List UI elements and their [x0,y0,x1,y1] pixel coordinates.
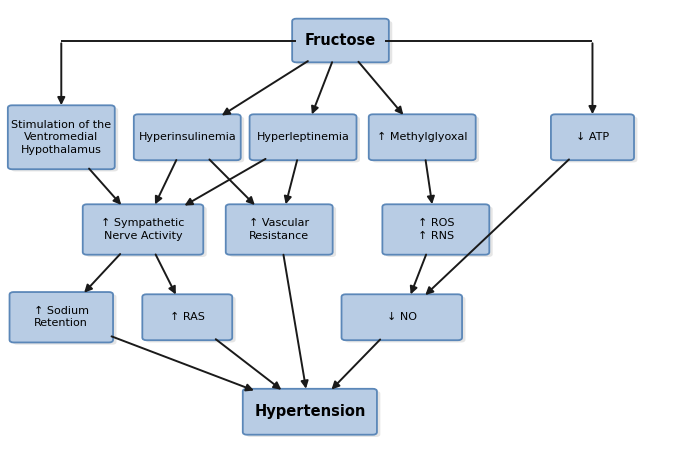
Text: ↑ Methylglyoxal: ↑ Methylglyoxal [377,132,467,142]
FancyBboxPatch shape [225,204,332,255]
Text: ↑ Sodium
Retention: ↑ Sodium Retention [34,306,89,328]
Text: ↑ ROS
↑ RNS: ↑ ROS ↑ RNS [417,218,454,241]
FancyBboxPatch shape [11,108,118,171]
FancyBboxPatch shape [296,21,392,64]
FancyBboxPatch shape [243,389,377,435]
Text: ↓ ATP: ↓ ATP [576,132,609,142]
FancyBboxPatch shape [142,294,232,340]
Text: ↓ NO: ↓ NO [387,312,417,322]
FancyBboxPatch shape [385,207,493,257]
FancyBboxPatch shape [249,114,357,160]
Text: ↑ RAS: ↑ RAS [170,312,205,322]
FancyBboxPatch shape [551,114,634,160]
Text: Fructose: Fructose [305,33,376,48]
FancyBboxPatch shape [292,18,389,62]
FancyBboxPatch shape [10,292,113,342]
FancyBboxPatch shape [133,114,241,160]
FancyBboxPatch shape [372,117,479,162]
Text: Hyperleptinemia: Hyperleptinemia [257,132,349,142]
Text: ↑ Sympathetic
Nerve Activity: ↑ Sympathetic Nerve Activity [101,218,185,241]
FancyBboxPatch shape [345,297,466,342]
FancyBboxPatch shape [229,207,336,257]
FancyBboxPatch shape [8,105,114,169]
FancyBboxPatch shape [247,391,380,437]
FancyBboxPatch shape [554,117,637,162]
Text: ↑ Vascular
Resistance: ↑ Vascular Resistance [249,218,309,241]
Text: Hypertension: Hypertension [254,404,366,419]
Text: Hyperinsulinemia: Hyperinsulinemia [138,132,236,142]
FancyBboxPatch shape [383,204,489,255]
FancyBboxPatch shape [138,117,244,162]
FancyBboxPatch shape [86,207,206,257]
FancyBboxPatch shape [83,204,203,255]
FancyBboxPatch shape [146,297,236,342]
FancyBboxPatch shape [13,294,116,345]
FancyBboxPatch shape [341,294,462,340]
Text: Stimulation of the
Ventromedial
Hypothalamus: Stimulation of the Ventromedial Hypothal… [11,120,112,155]
FancyBboxPatch shape [369,114,475,160]
FancyBboxPatch shape [253,117,360,162]
